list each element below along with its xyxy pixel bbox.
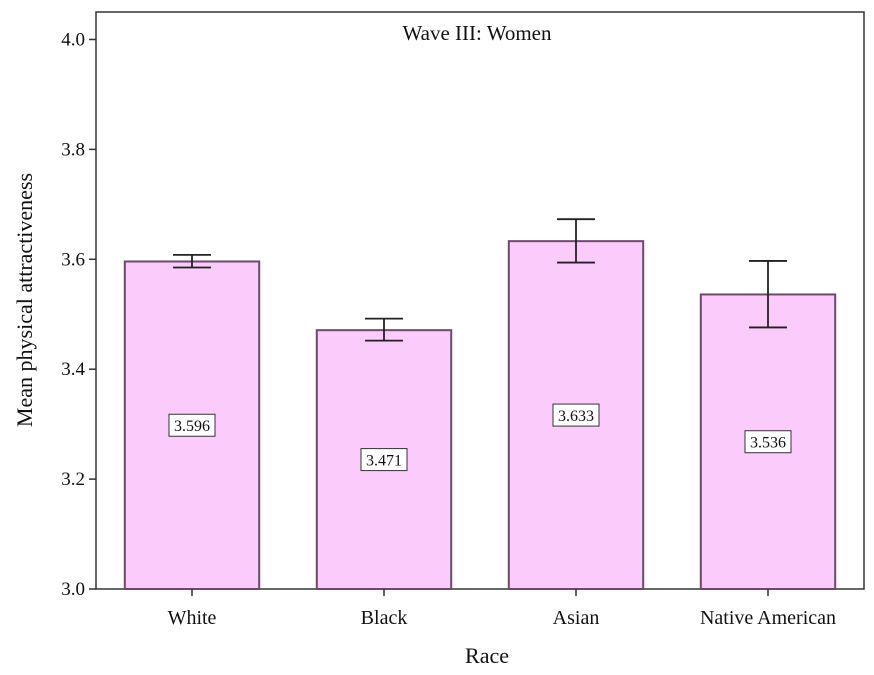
y-tick-label: 4.0: [61, 29, 85, 50]
y-tick-label: 3.4: [61, 359, 85, 380]
data-label-2: 3.633: [558, 408, 594, 425]
y-tick-label: 3.8: [61, 139, 85, 160]
x-category-label: Asian: [553, 607, 600, 629]
chart-title: Wave III: Women: [402, 21, 552, 45]
x-axis-categories: White Black Asian Native American: [168, 589, 836, 629]
x-category-label: White: [168, 607, 217, 629]
y-axis-ticks: 3.0 3.2 3.4 3.6 3.8 4.0: [61, 29, 96, 600]
data-label-box-0: [168, 413, 216, 437]
data-label-box-1: [360, 448, 408, 472]
data-label-box-3: [744, 430, 792, 454]
x-axis-title: Race: [465, 643, 509, 668]
data-label-1: 3.471: [366, 453, 402, 470]
y-tick-label: 3.0: [61, 579, 85, 600]
y-tick-label: 3.2: [61, 469, 85, 490]
data-label-box-2: [552, 403, 600, 427]
data-label-3: 3.536: [750, 435, 786, 452]
bars-group: 3.596 3.471 3.633 3.536: [123, 218, 837, 590]
data-label-0: 3.596: [174, 418, 210, 435]
y-axis-title: Mean physical attractiveness: [12, 173, 37, 427]
y-tick-label: 3.6: [61, 249, 85, 270]
x-category-label: Native American: [700, 607, 836, 629]
x-category-label: Black: [361, 607, 408, 629]
plot-frame: [95, 11, 865, 590]
